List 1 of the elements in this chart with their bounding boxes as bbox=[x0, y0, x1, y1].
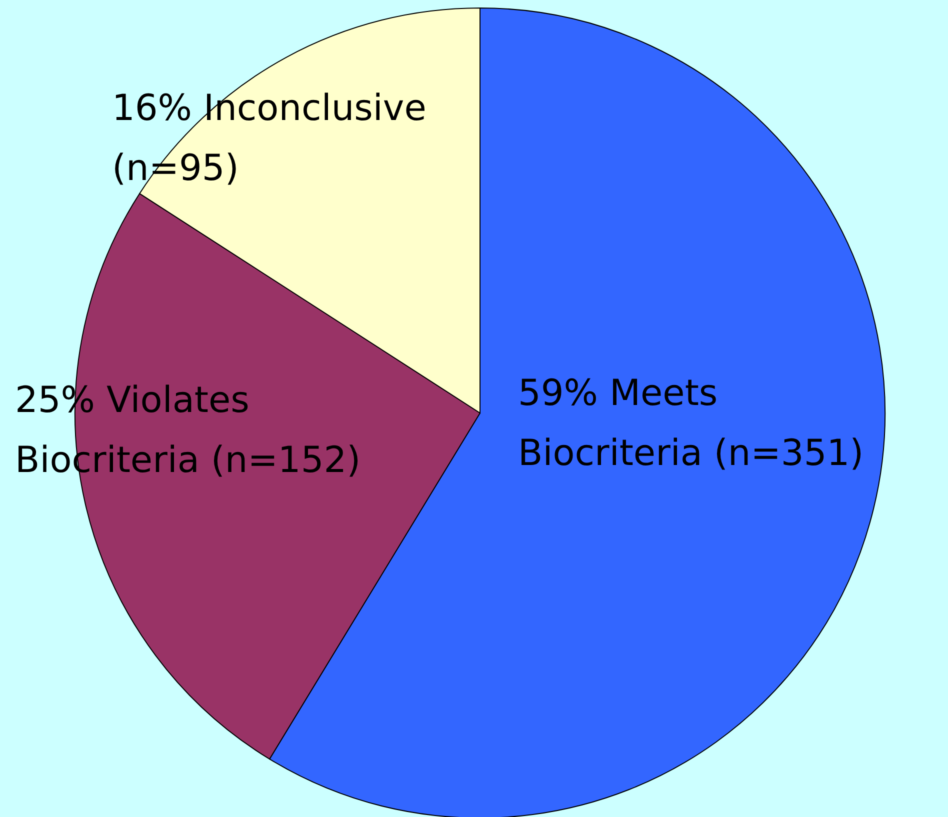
slice-label: 59% Meets Biocriteria (n=351) bbox=[518, 373, 864, 474]
